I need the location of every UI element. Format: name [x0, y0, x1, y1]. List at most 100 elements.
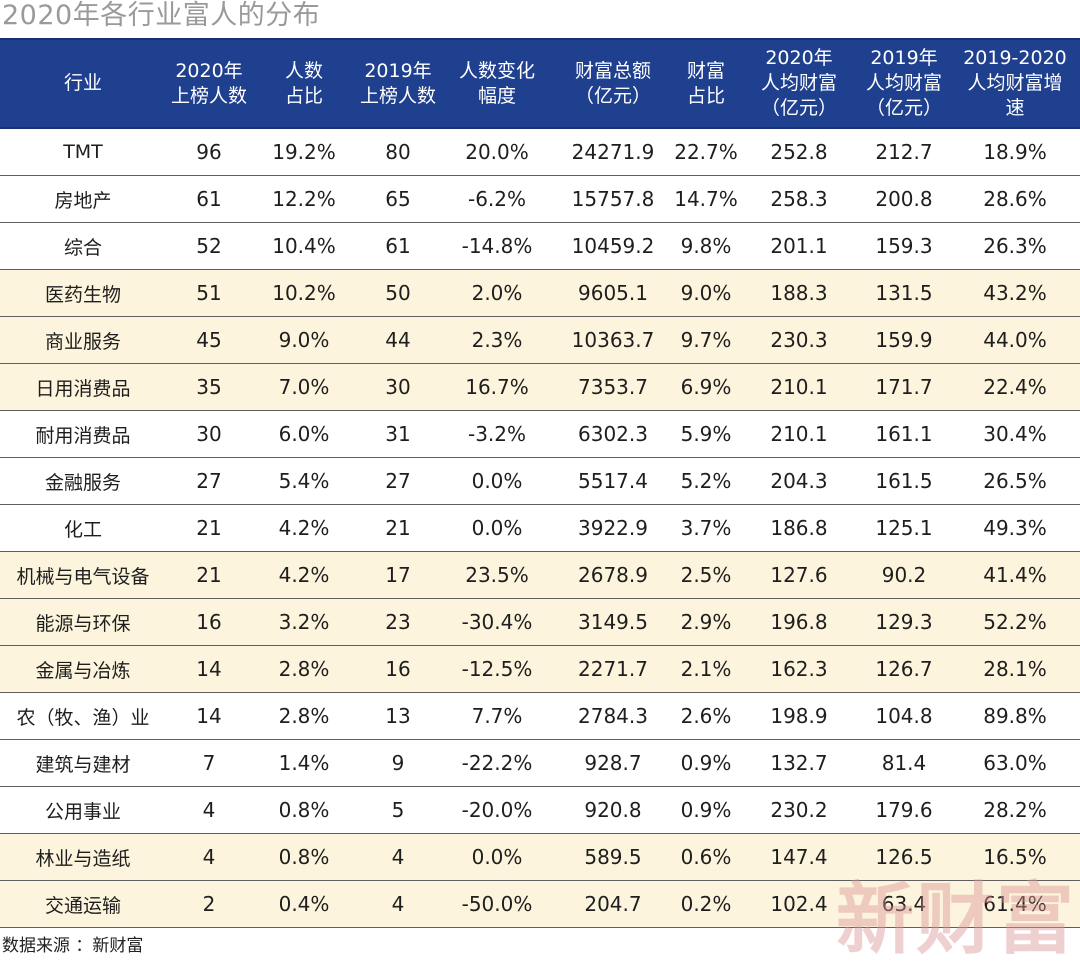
cell-count-share: 0.8%: [252, 833, 356, 881]
cell-wealth-share: 2.5%: [672, 551, 740, 599]
header-2020-count: 2020年 上榜人数: [166, 38, 252, 129]
header-line: 2020年: [765, 47, 833, 69]
cell-avg-growth: 18.9%: [950, 128, 1080, 176]
cell-avg-growth: 28.6%: [950, 175, 1080, 223]
cell-total-wealth: 6302.3: [554, 410, 672, 458]
cell-2020-avg-wealth: 127.6: [740, 551, 858, 599]
header-line: 2019年: [870, 47, 938, 69]
cell-total-wealth: 2678.9: [554, 551, 672, 599]
cell-count-change: -6.2%: [440, 175, 554, 223]
cell-2020-count: 21: [166, 504, 252, 552]
cell-total-wealth: 3149.5: [554, 598, 672, 646]
cell-2020-count: 61: [166, 175, 252, 223]
table-row: TMT 96 19.2% 80 20.0% 24271.9 22.7% 252.8 212.7 1…: [0, 128, 1080, 176]
cell-2020-avg-wealth: 210.1: [740, 363, 858, 411]
table-row: 化工 21 4.2% 21 0.0% 3922.9 3.7% 186.8 125.1 49.3%: [0, 504, 1080, 552]
cell-2020-count: 16: [166, 598, 252, 646]
cell-2020-count: 4: [166, 786, 252, 834]
cell-avg-growth: 22.4%: [950, 363, 1080, 411]
cell-industry: TMT: [0, 128, 166, 176]
cell-2020-avg-wealth: 196.8: [740, 598, 858, 646]
cell-wealth-share: 0.6%: [672, 833, 740, 881]
header-line: 人数: [284, 59, 323, 82]
cell-total-wealth: 3922.9: [554, 504, 672, 552]
cell-wealth-share: 0.9%: [672, 739, 740, 787]
cell-2019-count: 27: [356, 457, 440, 505]
header-line: 财富总额: [574, 59, 651, 82]
cell-2020-count: 7: [166, 739, 252, 787]
table-row: 房地产 61 12.2% 65 -6.2% 15757.8 14.7% 258.3 200.8 2…: [0, 175, 1080, 223]
cell-avg-growth: 89.8%: [950, 692, 1080, 740]
table-row: 机械与电气设备 21 4.2% 17 23.5% 2678.9 2.5% 127.6 90.2 4…: [0, 551, 1080, 599]
cell-total-wealth: 920.8: [554, 786, 672, 834]
cell-total-wealth: 2271.7: [554, 645, 672, 693]
cell-wealth-share: 14.7%: [672, 175, 740, 223]
cell-2020-avg-wealth: 252.8: [740, 128, 858, 176]
cell-count-share: 12.2%: [252, 175, 356, 223]
cell-avg-growth: 43.2%: [950, 269, 1080, 317]
cell-total-wealth: 24271.9: [554, 128, 672, 176]
cell-avg-growth: 30.4%: [950, 410, 1080, 458]
cell-2019-count: 9: [356, 739, 440, 787]
header-line: 幅度: [477, 84, 516, 107]
cell-count-share: 19.2%: [252, 128, 356, 176]
data-source-note: 数据来源 ：新财富: [2, 936, 144, 956]
cell-wealth-share: 9.8%: [672, 222, 740, 270]
cell-count-share: 5.4%: [252, 457, 356, 505]
cell-count-change: -22.2%: [440, 739, 554, 787]
cell-total-wealth: 10363.7: [554, 316, 672, 364]
cell-industry: 机械与电气设备: [0, 551, 166, 599]
cell-2020-count: 2: [166, 880, 252, 928]
table-row: 林业与造纸 4 0.8% 4 0.0% 589.5 0.6% 147.4 126.5 16.5%: [0, 833, 1080, 881]
header-line: （亿元）: [760, 97, 837, 119]
cell-2020-avg-wealth: 102.4: [740, 880, 858, 928]
header-line: 2020年: [175, 59, 243, 82]
cell-total-wealth: 589.5: [554, 833, 672, 881]
header-line: 人均财富增: [967, 72, 1063, 94]
cell-2020-count: 30: [166, 410, 252, 458]
cell-wealth-share: 22.7%: [672, 128, 740, 176]
cell-2019-avg-wealth: 104.8: [858, 692, 950, 740]
table-row: 耐用消费品 30 6.0% 31 -3.2% 6302.3 5.9% 210.1 161.1 30…: [0, 410, 1080, 458]
cell-avg-growth: 61.4%: [950, 880, 1080, 928]
cell-2019-count: 21: [356, 504, 440, 552]
cell-2019-avg-wealth: 129.3: [858, 598, 950, 646]
cell-count-change: 23.5%: [440, 551, 554, 599]
cell-2019-count: 23: [356, 598, 440, 646]
table-row: 综合 52 10.4% 61 -14.8% 10459.2 9.8% 201.1 159.3 26…: [0, 222, 1080, 270]
cell-total-wealth: 9605.1: [554, 269, 672, 317]
cell-count-share: 0.4%: [252, 880, 356, 928]
header-avg-growth: 2019-2020 人均财富增速: [950, 38, 1080, 129]
cell-wealth-share: 9.0%: [672, 269, 740, 317]
cell-2020-avg-wealth: 147.4: [740, 833, 858, 881]
cell-2019-avg-wealth: 131.5: [858, 269, 950, 317]
cell-count-share: 4.2%: [252, 551, 356, 599]
cell-2019-count: 44: [356, 316, 440, 364]
cell-count-change: 7.7%: [440, 692, 554, 740]
header-wealth-share: 财富 占比: [672, 38, 740, 129]
cell-industry: 医药生物: [0, 269, 166, 317]
cell-2020-count: 96: [166, 128, 252, 176]
cell-count-change: -12.5%: [440, 645, 554, 693]
cell-avg-growth: 16.5%: [950, 833, 1080, 881]
cell-count-share: 3.2%: [252, 598, 356, 646]
header-industry: 行业: [0, 38, 166, 129]
cell-count-change: -50.0%: [440, 880, 554, 928]
header-line: 上榜人数: [170, 84, 247, 107]
cell-industry: 建筑与建材: [0, 739, 166, 787]
cell-2019-avg-wealth: 159.3: [858, 222, 950, 270]
cell-2020-avg-wealth: 258.3: [740, 175, 858, 223]
table-row: 农（牧、渔）业 14 2.8% 13 7.7% 2784.3 2.6% 198.9 104.8 8…: [0, 692, 1080, 740]
cell-2019-count: 17: [356, 551, 440, 599]
header-line: 人均财富: [865, 72, 942, 94]
cell-total-wealth: 928.7: [554, 739, 672, 787]
cell-industry: 能源与环保: [0, 598, 166, 646]
cell-2020-avg-wealth: 204.3: [740, 457, 858, 505]
cell-wealth-share: 2.6%: [672, 692, 740, 740]
cell-total-wealth: 5517.4: [554, 457, 672, 505]
cell-2019-avg-wealth: 125.1: [858, 504, 950, 552]
cell-total-wealth: 7353.7: [554, 363, 672, 411]
cell-wealth-share: 9.7%: [672, 316, 740, 364]
cell-count-share: 10.2%: [252, 269, 356, 317]
cell-count-share: 7.0%: [252, 363, 356, 411]
